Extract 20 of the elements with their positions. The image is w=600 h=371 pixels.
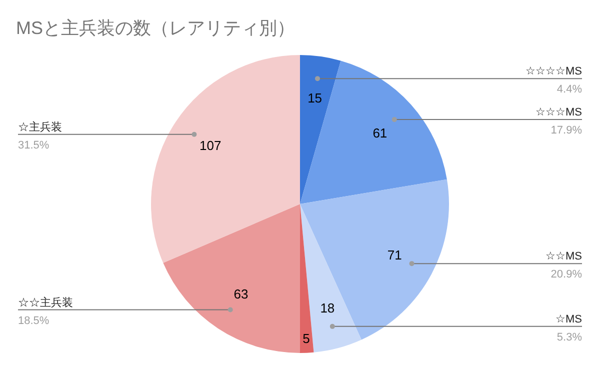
text: 4.4% [556, 84, 582, 96]
data-label: 15 [308, 90, 322, 106]
text: 18.5% [18, 314, 50, 327]
text: 20.9% [550, 268, 582, 281]
text: 31.5% [18, 139, 50, 152]
text: 17.9% [550, 124, 582, 137]
data-label: 71 [387, 247, 402, 262]
chart-title: MSと主兵装の数（レアリティ別） [16, 18, 295, 38]
slice-label: ☆主兵装 [18, 120, 62, 134]
slice-label: ☆☆☆☆MS [526, 66, 582, 78]
data-label: 61 [372, 125, 388, 140]
slice-label: ☆☆主兵装 [18, 296, 73, 309]
slice-label: ☆MS [556, 313, 582, 326]
data-label: 107 [200, 138, 222, 154]
slice-label: ☆☆☆MS [536, 106, 582, 119]
data-label: 5 [302, 330, 310, 346]
data-label: 63 [234, 286, 248, 302]
slice-label: ☆☆MS [546, 250, 582, 263]
text: 5.3% [556, 331, 582, 344]
data-label: 18 [320, 300, 335, 316]
